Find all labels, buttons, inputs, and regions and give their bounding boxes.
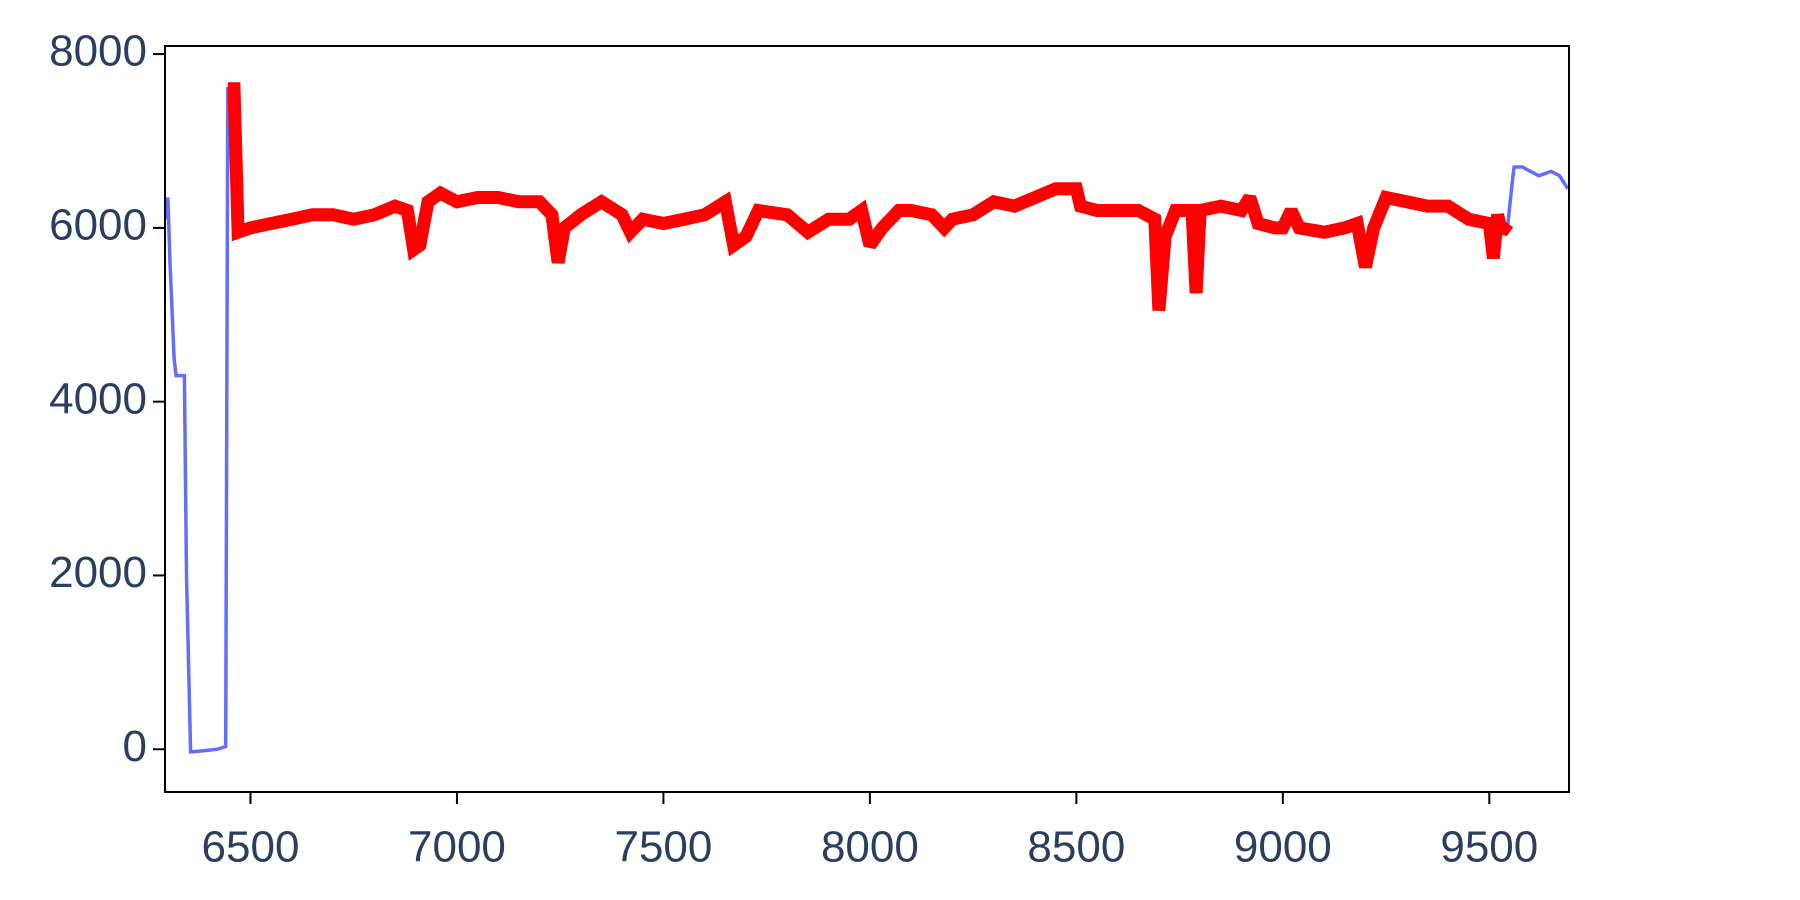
x-tick-label: 7500 xyxy=(614,823,712,872)
x-tick-label: 7000 xyxy=(408,823,506,872)
plot-frame xyxy=(164,45,1570,793)
x-tick-label: 9500 xyxy=(1440,823,1538,872)
y-tick-label: 8000 xyxy=(49,27,147,76)
x-tick-label: 9000 xyxy=(1234,823,1332,872)
y-tick-label: 2000 xyxy=(49,548,147,597)
y-tick-label: 4000 xyxy=(49,374,147,423)
y-tick-label: 0 xyxy=(123,722,147,771)
y-tick-label: 6000 xyxy=(49,200,147,249)
data-line xyxy=(227,82,1514,311)
data-line xyxy=(165,87,1569,754)
x-tick-label: 6500 xyxy=(202,823,300,872)
x-tick-label: 8000 xyxy=(821,823,919,872)
x-tick-label: 8500 xyxy=(1027,823,1125,872)
